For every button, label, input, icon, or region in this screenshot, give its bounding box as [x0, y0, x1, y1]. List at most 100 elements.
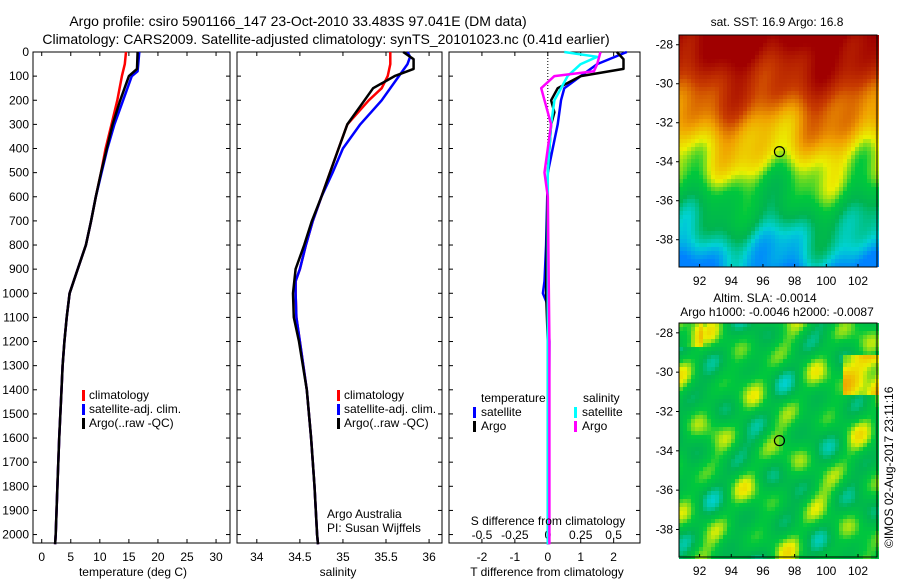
map-cell [827, 327, 831, 331]
map-cell [859, 79, 863, 83]
map-cell [863, 431, 867, 435]
map-cell [715, 155, 719, 159]
map-cell [787, 103, 791, 107]
map-cell [679, 351, 683, 355]
map-cell [735, 51, 739, 55]
map-cell [759, 347, 763, 351]
map-cell [767, 147, 771, 151]
map-cell [831, 419, 835, 423]
map-cell [795, 167, 799, 171]
map-cell [851, 151, 855, 155]
map-cell [819, 239, 823, 243]
map-cell [815, 415, 819, 419]
map-cell [811, 39, 815, 43]
map-cell [739, 167, 743, 171]
map-cell [795, 91, 799, 95]
map-cell [823, 399, 827, 403]
map-cell [771, 83, 775, 87]
map-cell [751, 467, 755, 471]
map-cell [815, 131, 819, 135]
map-cell [855, 219, 859, 223]
map-cell [831, 195, 835, 199]
map-cell [751, 455, 755, 459]
map-cell [743, 443, 747, 447]
map-cell [863, 239, 867, 243]
map-cell [779, 159, 783, 163]
map-cell [731, 103, 735, 107]
map-cell [695, 131, 699, 135]
map-cell [719, 383, 723, 387]
map-cell [763, 147, 767, 151]
map-cell [767, 155, 771, 159]
map-cell [759, 59, 763, 63]
map-cell [795, 243, 799, 247]
map-cell [867, 263, 871, 267]
map-cell [771, 263, 775, 267]
map-cell [707, 211, 711, 215]
map-cell [819, 59, 823, 63]
map-cell [835, 215, 839, 219]
map-cell [759, 263, 763, 267]
map-cell [851, 355, 855, 359]
map-cell [791, 223, 795, 227]
map-cell [791, 159, 795, 163]
map-cell [847, 171, 851, 175]
map-cell [683, 335, 687, 339]
map-cell [819, 359, 823, 363]
map-cell [695, 435, 699, 439]
map-cell [703, 179, 707, 183]
map-cell [687, 167, 691, 171]
map-cell [691, 207, 695, 211]
map-cell [775, 59, 779, 63]
map-cell [787, 219, 791, 223]
map-cell [679, 459, 683, 463]
map-cell [715, 95, 719, 99]
map-cell [863, 87, 867, 91]
map-cell [771, 207, 775, 211]
map-cell [819, 327, 823, 331]
map-cell [799, 235, 803, 239]
map-cell [807, 347, 811, 351]
map-cell [803, 419, 807, 423]
map-cell [859, 347, 863, 351]
map-cell [695, 387, 699, 391]
map-cell [755, 115, 759, 119]
map-cell [851, 91, 855, 95]
map-cell [691, 367, 695, 371]
map-cell [747, 231, 751, 235]
map-cell [871, 323, 875, 327]
map-cell [687, 463, 691, 467]
map-cell [823, 63, 827, 67]
map-cell [711, 363, 715, 367]
map-cell [795, 371, 799, 375]
legend-label: Argo(..raw -QC) [89, 416, 174, 430]
map-cell [815, 135, 819, 139]
map-cell [695, 323, 699, 327]
map-cell [723, 215, 727, 219]
map-cell [851, 443, 855, 447]
map-cell [827, 139, 831, 143]
map-cell [839, 87, 843, 91]
map-cell [859, 231, 863, 235]
map-cell [751, 191, 755, 195]
map-cell [819, 147, 823, 151]
map-cell [855, 435, 859, 439]
map-cell [807, 143, 811, 147]
map-cell [775, 191, 779, 195]
map-cell [711, 119, 715, 123]
map-cell [715, 323, 719, 327]
map-cell [711, 195, 715, 199]
map-cell [727, 455, 731, 459]
map-cell [755, 139, 759, 143]
map-cell [863, 71, 867, 75]
map-cell [691, 183, 695, 187]
map-cell [731, 371, 735, 375]
map-cell [699, 71, 703, 75]
map-cell [851, 179, 855, 183]
map-cell [807, 263, 811, 267]
map-cell [811, 155, 815, 159]
map-cell [843, 175, 847, 179]
map-cell [791, 239, 795, 243]
map-cell [699, 207, 703, 211]
map-cell [795, 259, 799, 263]
